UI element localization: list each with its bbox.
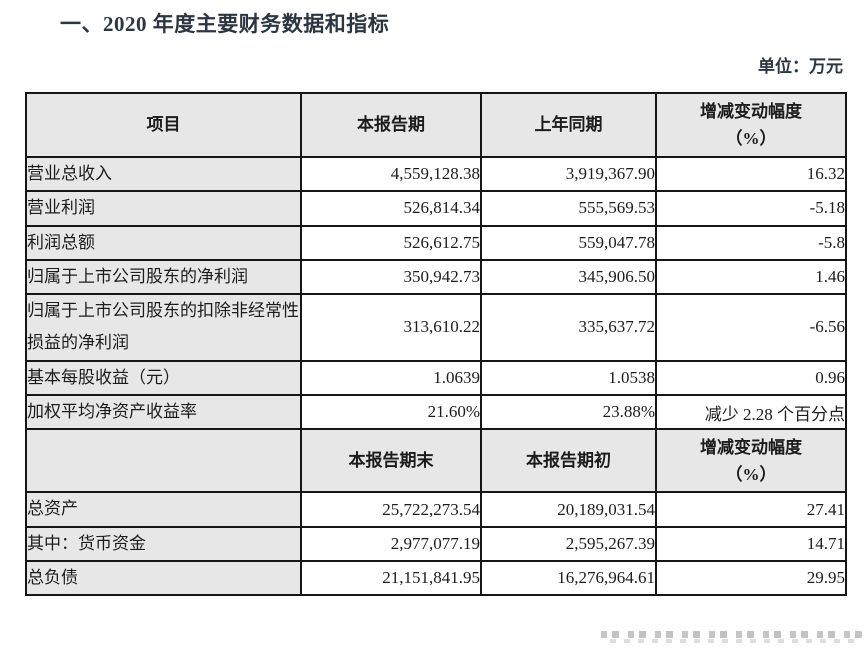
row-prior-value: 3,919,367.90 [480,155,657,193]
row-current-value: 25,722,273.54 [300,491,482,528]
header-change-line1: 增减变动幅度 [700,437,802,457]
table-header-row-balance: 本报告期末 本报告期初 增减变动幅度 （%） [25,428,847,494]
row-change-value: 0.96 [655,359,847,397]
row-label: 归属于上市公司股东的净利润 [25,258,302,296]
table-row-net-profit-attributable: 归属于上市公司股东的净利润 350,942.73 345,906.50 1.46 [25,258,847,296]
row-prior-value: 20,189,031.54 [480,491,657,528]
row-current-value: 4,559,128.38 [300,155,482,193]
header-item: 项目 [25,92,302,158]
row-label: 总负债 [25,559,302,597]
financial-data-table: 项目 本报告期 上年同期 增减变动幅度 （%） 营业总收入 4,559,128.… [25,92,847,597]
row-prior-value: 2,595,267.39 [480,525,657,562]
row-label: 归属于上市公司股东的扣除非经常性损益的净利润 [25,293,302,362]
row-current-value: 21.60% [300,394,482,431]
table-row-total-assets: 总资产 25,722,273.54 20,189,031.54 27.41 [25,491,847,528]
header-period-start: 本报告期初 [480,428,657,494]
row-prior-value: 335,637.72 [480,293,657,362]
watermark-fragment [610,639,854,643]
header-change-percent-2: 增减变动幅度 （%） [655,428,847,494]
header-period-end: 本报告期末 [300,428,482,494]
unit-label: 单位：万元 [758,57,843,76]
row-prior-value: 1.0538 [480,359,657,397]
row-label: 营业总收入 [25,155,302,193]
row-current-value: 313,610.22 [300,293,482,362]
row-current-value: 526,612.75 [300,224,482,261]
header-current-period: 本报告期 [300,92,482,158]
row-change-value: 1.46 [655,258,847,296]
header-change-line2: （%） [725,464,777,484]
table-row-operating-profit: 营业利润 526,814.34 555,569.53 -5.18 [25,190,847,227]
row-current-value: 1.0639 [300,359,482,397]
table-row-basic-eps: 基本每股收益（元） 1.0639 1.0538 0.96 [25,359,847,397]
table-row-total-revenue: 营业总收入 4,559,128.38 3,919,367.90 16.32 [25,155,847,193]
row-current-value: 350,942.73 [300,258,482,296]
table-row-total-profit: 利润总额 526,612.75 559,047.78 -5.8 [25,224,847,261]
row-change-value: 29.95 [655,559,847,597]
row-label: 利润总额 [25,224,302,261]
row-prior-value: 16,276,964.61 [480,559,657,597]
table-header-row-period: 项目 本报告期 上年同期 增减变动幅度 （%） [25,92,847,158]
table-row-net-profit-excl-nonrecurring: 归属于上市公司股东的扣除非经常性损益的净利润 313,610.22 335,63… [25,293,847,362]
row-change-value: 16.32 [655,155,847,193]
illegible-watermark [592,628,862,646]
row-change-value: -5.8 [655,224,847,261]
table-row-total-liabilities: 总负债 21,151,841.95 16,276,964.61 29.95 [25,559,847,597]
header-change-percent: 增减变动幅度 （%） [655,92,847,158]
header-prior-period: 上年同期 [480,92,657,158]
row-current-value: 2,977,077.19 [300,525,482,562]
row-change-value: 减少 2.28 个百分点 [655,394,847,431]
row-prior-value: 345,906.50 [480,258,657,296]
row-change-value: 27.41 [655,491,847,528]
row-label: 其中：货币资金 [25,525,302,562]
row-label: 营业利润 [25,190,302,227]
row-label: 加权平均净资产收益率 [25,394,302,431]
watermark-fragment [592,631,862,638]
row-change-value: -6.56 [655,293,847,362]
header-change-line1: 增减变动幅度 [700,101,802,121]
row-current-value: 21,151,841.95 [300,559,482,597]
row-prior-value: 23.88% [480,394,657,431]
table-row-cash-funds: 其中：货币资金 2,977,077.19 2,595,267.39 14.71 [25,525,847,562]
row-label: 基本每股收益（元） [25,359,302,397]
row-change-value: 14.71 [655,525,847,562]
section-title: 一、2020 年度主要财务数据和指标 [60,12,390,36]
table-row-weighted-avg-roe: 加权平均净资产收益率 21.60% 23.88% 减少 2.28 个百分点 [25,394,847,431]
row-current-value: 526,814.34 [300,190,482,227]
header-blank [25,428,302,494]
header-change-line2: （%） [725,129,777,148]
row-change-value: -5.18 [655,190,847,227]
row-label: 总资产 [25,491,302,528]
row-prior-value: 559,047.78 [480,224,657,261]
row-prior-value: 555,569.53 [480,190,657,227]
